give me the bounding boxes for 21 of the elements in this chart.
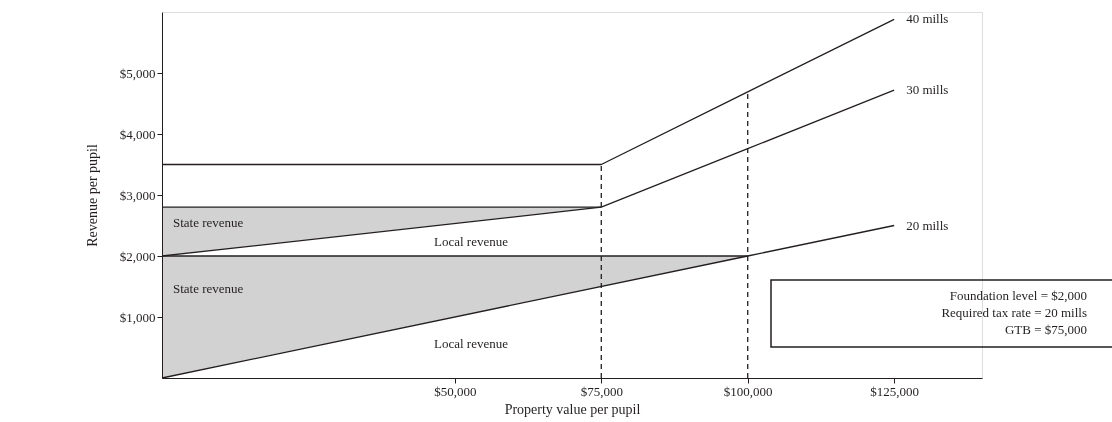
text: GTB = $75,000 bbox=[1004, 322, 1087, 337]
x-tick-label: $100,000 bbox=[723, 383, 773, 399]
series-label: 40 mills bbox=[906, 11, 949, 27]
annotation: Local revenue bbox=[434, 234, 509, 249]
annotation: State revenue bbox=[173, 215, 244, 230]
annotation: State revenue bbox=[173, 281, 244, 296]
x-tick-label: $50,000 bbox=[434, 383, 477, 399]
y-tick-label: $1,000 bbox=[119, 309, 156, 325]
y-tick-label: $3,000 bbox=[119, 187, 156, 203]
y-axis-title: Revenue per pupil bbox=[84, 144, 100, 247]
y-tick-label: $5,000 bbox=[119, 65, 156, 81]
series-label: 20 mills bbox=[906, 217, 949, 233]
annotation: Required tax rate = 20 mills bbox=[941, 305, 1087, 320]
x-tick-label: $75,000 bbox=[580, 383, 623, 399]
annotation: Foundation level = $2,000 bbox=[949, 288, 1087, 303]
series-label: 30 mills bbox=[906, 82, 949, 98]
x-axis-title: Property value per pupil bbox=[504, 401, 641, 417]
annotation: Local revenue bbox=[434, 336, 509, 351]
x-tick-label: $125,000 bbox=[870, 383, 920, 399]
y-tick-label: $4,000 bbox=[119, 126, 156, 142]
y-tick-label: $2,000 bbox=[119, 248, 156, 264]
